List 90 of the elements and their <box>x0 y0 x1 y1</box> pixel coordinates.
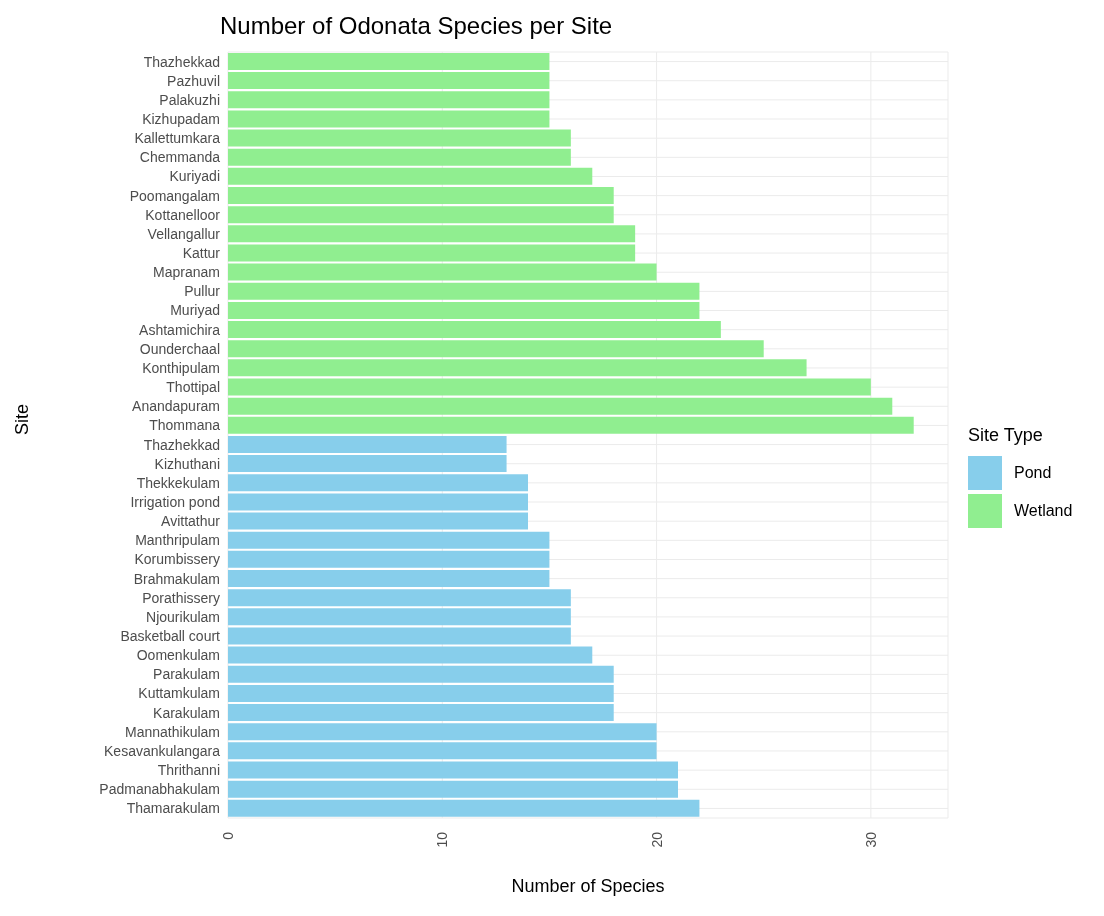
y-tick-label: Kattur <box>182 245 221 262</box>
y-tick-label: Kizhupadam <box>142 111 220 127</box>
y-tick-label: Muriyad <box>170 302 220 319</box>
bar <box>228 761 678 779</box>
y-tick-label: Thottipal <box>166 379 220 396</box>
bar <box>228 282 700 300</box>
x-tick-label: 30 <box>862 831 879 848</box>
bar <box>228 570 550 588</box>
y-tick-label: Mapranam <box>153 264 220 281</box>
bar <box>228 91 550 109</box>
y-tick-label: Kallettumkara <box>134 130 221 147</box>
bar <box>228 263 657 281</box>
y-tick-label: Pullur <box>184 283 221 300</box>
bar <box>228 321 721 339</box>
y-tick-label: Thekkekulam <box>136 474 220 491</box>
y-tick-label: Kizhuthani <box>154 455 220 472</box>
bar <box>228 129 571 147</box>
bar <box>228 416 914 434</box>
y-tick-label: Konthipulam <box>142 359 220 376</box>
x-axis-title: Number of Species <box>511 876 665 896</box>
bar <box>228 780 678 798</box>
y-tick-label: Chemmanda <box>139 149 221 166</box>
bar <box>228 244 636 262</box>
y-tick-label: Irrigation pond <box>130 493 220 510</box>
y-tick-label: Palakuzhi <box>159 91 220 108</box>
y-tick-label: Basketball court <box>120 628 221 645</box>
bar <box>228 378 871 396</box>
bar <box>228 550 550 568</box>
y-tick-label: Thrithanni <box>157 762 220 779</box>
y-tick-label: Pazhuvil <box>167 72 220 89</box>
bar <box>228 589 571 607</box>
y-tick-label: Korumbissery <box>134 551 220 568</box>
y-tick-label: Brahmakulam <box>133 570 220 587</box>
bar <box>228 206 614 224</box>
y-tick-label: Thazhekkad <box>143 53 220 70</box>
bar <box>228 493 528 511</box>
bar <box>228 359 807 377</box>
legend-title: Site Type <box>968 424 1044 446</box>
bar <box>228 531 550 549</box>
y-tick-label: Avittathur <box>161 513 221 530</box>
x-tick-label: 10 <box>434 831 451 848</box>
bar <box>228 110 550 128</box>
y-tick-label: Anandapuram <box>132 398 220 415</box>
bar <box>228 301 700 319</box>
bar <box>228 148 571 166</box>
y-tick-label: Ounderchaal <box>139 340 220 357</box>
bar <box>228 474 528 492</box>
y-tick-label: Karakulam <box>153 704 220 721</box>
bar <box>228 397 893 415</box>
bar <box>228 799 700 817</box>
bar <box>228 627 571 645</box>
bar <box>228 187 614 205</box>
bar <box>228 52 550 70</box>
y-tick-label: Kuriyadi <box>169 168 220 185</box>
bar <box>228 742 657 760</box>
y-tick-label: Parakulam <box>153 666 220 683</box>
y-tick-label: Thommana <box>149 417 221 434</box>
bar <box>228 72 550 90</box>
bar <box>228 225 636 243</box>
y-tick-label: Vellangallur <box>147 225 221 242</box>
y-tick-label: Thamarakulam <box>126 800 220 817</box>
bar <box>228 723 657 741</box>
y-tick-label: Manthripulam <box>135 532 220 549</box>
y-tick-label: Kuttamkulam <box>138 685 220 702</box>
y-tick-label: Poomangalam <box>129 187 220 204</box>
bar <box>228 684 614 702</box>
legend-label: Wetland <box>1014 501 1073 520</box>
bar <box>228 455 507 473</box>
y-tick-label: Kesavankulangara <box>104 742 221 759</box>
x-tick-label: 0 <box>220 831 236 840</box>
y-tick-label: Padmanabhakulam <box>99 781 220 798</box>
y-tick-label: Njourikulam <box>146 608 220 625</box>
y-tick-label: Mannathikulam <box>125 723 220 740</box>
bar <box>228 704 614 722</box>
y-tick-label: Porathissery <box>142 589 220 606</box>
bar <box>228 167 593 185</box>
y-tick-label: Oomenkulam <box>136 647 220 664</box>
legend-label: Pond <box>1014 463 1052 482</box>
bar <box>228 435 507 453</box>
chart-title: Number of Odonata Species per Site <box>219 11 614 41</box>
bar <box>228 646 593 664</box>
bar <box>228 340 764 358</box>
y-tick-label: Kottanelloor <box>145 206 221 223</box>
y-axis-title: Site <box>12 403 33 435</box>
y-tick-label: Thazhekkad <box>143 436 220 453</box>
bar <box>228 608 571 626</box>
x-tick-label: 20 <box>648 831 665 848</box>
bar <box>228 665 614 683</box>
bar <box>228 512 528 530</box>
y-tick-label: Ashtamichira <box>139 321 221 338</box>
